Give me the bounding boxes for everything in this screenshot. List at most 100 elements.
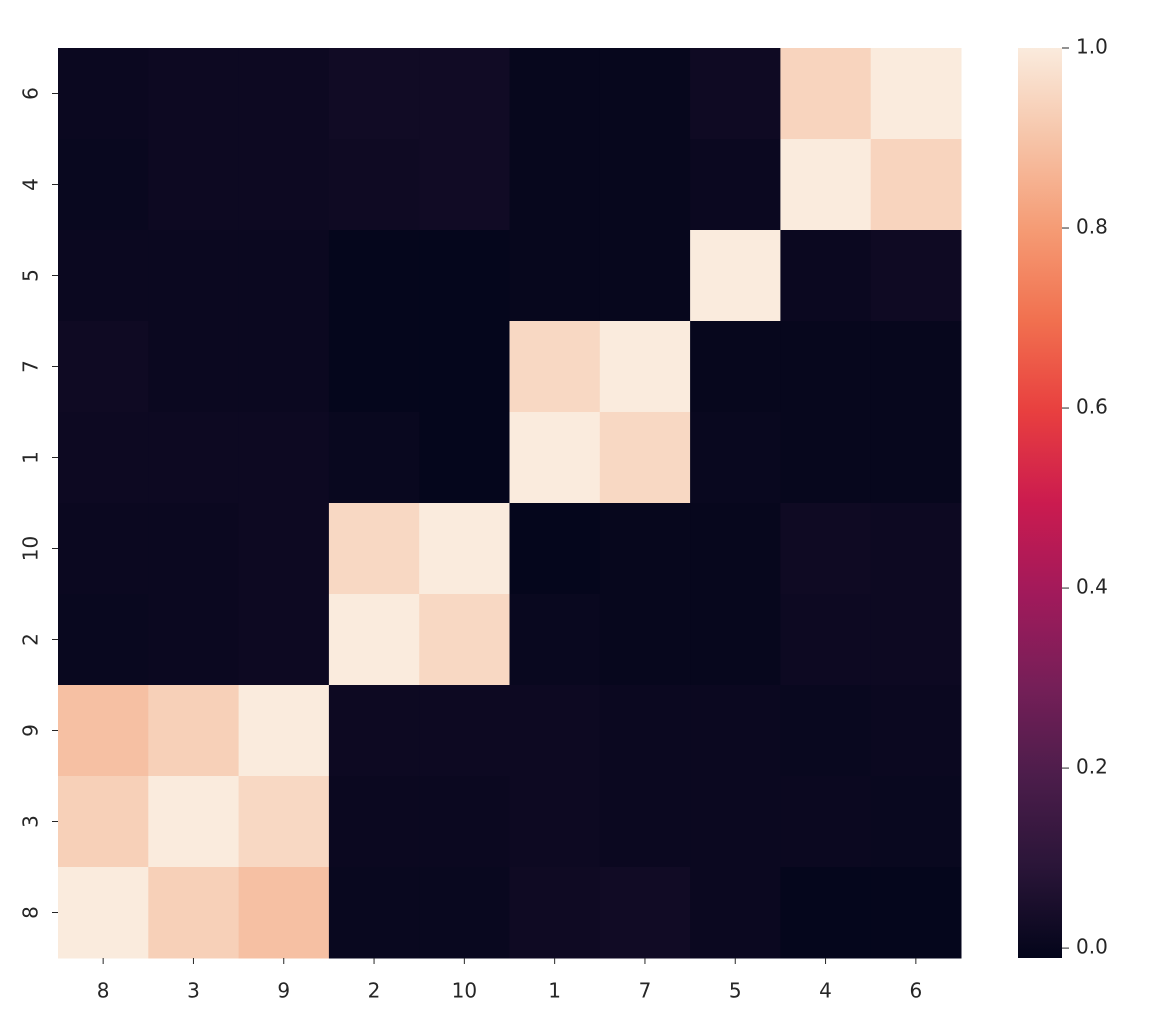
heatmap-cell — [780, 776, 872, 868]
heatmap-cell — [509, 503, 601, 595]
heatmap-cell — [509, 685, 601, 777]
y-tick-label: 1 — [19, 451, 43, 464]
heatmap-cell — [870, 503, 962, 595]
heatmap-cell — [690, 321, 781, 413]
heatmap-cell — [58, 594, 149, 686]
colorbar-tick-label: 0.2 — [1076, 755, 1108, 779]
heatmap-cell — [599, 867, 691, 959]
heatmap-cell — [419, 594, 510, 686]
heatmap-cell — [509, 48, 601, 140]
heatmap-cell — [690, 503, 781, 595]
x-tick-label: 6 — [909, 979, 922, 1003]
heatmap-cell — [58, 230, 149, 322]
heatmap-cell — [780, 321, 872, 413]
heatmap-cell — [780, 230, 872, 322]
heatmap-cell — [780, 594, 872, 686]
heatmap-cell — [870, 867, 962, 959]
colorbar — [1018, 48, 1062, 958]
heatmap-cell — [780, 412, 872, 504]
heatmap-cell — [419, 412, 510, 504]
heatmap-cell — [58, 776, 149, 868]
heatmap-cell — [509, 321, 601, 413]
heatmap-cell — [509, 594, 601, 686]
heatmap-cell — [870, 48, 962, 140]
heatmap-cell — [690, 48, 781, 140]
x-tick-label: 3 — [187, 979, 200, 1003]
heatmap-cell — [328, 139, 420, 231]
y-tick-label: 6 — [19, 87, 43, 100]
heatmap-cell — [328, 48, 420, 140]
heatmap-cell — [148, 685, 240, 777]
heatmap-cell — [58, 867, 149, 959]
heatmap-cell — [328, 230, 420, 322]
heatmap-cell — [870, 230, 962, 322]
heatmap-cell — [870, 685, 962, 777]
y-tick-label: 10 — [19, 536, 43, 561]
heatmap-cell — [780, 685, 872, 777]
heatmap-cell — [599, 139, 691, 231]
heatmap-cell — [148, 503, 240, 595]
heatmap-cell — [509, 230, 601, 322]
x-tick-label: 9 — [277, 979, 290, 1003]
heatmap-cell — [419, 48, 510, 140]
heatmap-cell — [58, 685, 149, 777]
heatmap-cell — [238, 776, 330, 868]
y-tick-label: 9 — [19, 724, 43, 737]
heatmap-cell — [419, 867, 510, 959]
x-tick-label: 8 — [97, 979, 110, 1003]
heatmap-cell — [780, 867, 872, 959]
heatmap-cell — [419, 503, 510, 595]
heatmap-cell — [599, 412, 691, 504]
heatmap-cell — [599, 685, 691, 777]
heatmap-cell — [328, 412, 420, 504]
heatmap-cell — [419, 321, 510, 413]
heatmap-cell — [509, 139, 601, 231]
heatmap-cell — [780, 48, 872, 140]
heatmap-cell — [690, 867, 781, 959]
y-tick-label: 4 — [19, 178, 43, 191]
y-tick-label: 5 — [19, 269, 43, 282]
heatmap-cell — [148, 776, 240, 868]
heatmap-cell — [238, 230, 330, 322]
heatmap-cell — [58, 412, 149, 504]
heatmap-cell — [509, 412, 601, 504]
heatmap-cell — [238, 594, 330, 686]
heatmap-cell — [780, 139, 872, 231]
heatmap-cell — [148, 48, 240, 140]
heatmap-cell — [599, 321, 691, 413]
colorbar-tick-label: 0.8 — [1076, 215, 1108, 239]
heatmap-cell — [419, 685, 510, 777]
heatmap-cell — [599, 48, 691, 140]
x-tick-label: 2 — [368, 979, 381, 1003]
heatmap-cell — [148, 594, 240, 686]
heatmap-cell — [419, 230, 510, 322]
y-tick-label: 2 — [19, 633, 43, 646]
heatmap-cell — [58, 139, 149, 231]
heatmap-cell — [328, 776, 420, 868]
heatmap-cell — [238, 48, 330, 140]
heatmap-cell — [870, 139, 962, 231]
colorbar-tick-label: 0.4 — [1076, 575, 1108, 599]
heatmap-cell — [148, 867, 240, 959]
heatmap-cell — [690, 412, 781, 504]
heatmap-cell — [328, 321, 420, 413]
x-tick-label: 10 — [452, 979, 477, 1003]
heatmap-cell — [148, 139, 240, 231]
heatmap-cell — [328, 685, 420, 777]
heatmap-cell — [328, 503, 420, 595]
heatmap-cell — [870, 321, 962, 413]
heatmap-cell — [238, 867, 330, 959]
heatmap-cell — [419, 139, 510, 231]
colorbar-tick-label: 0.0 — [1076, 935, 1108, 959]
x-tick-label: 7 — [639, 979, 652, 1003]
colorbar-tick-label: 1.0 — [1076, 35, 1108, 59]
heatmap-cell — [238, 685, 330, 777]
heatmap-cell — [509, 776, 601, 868]
heatmap-cell — [599, 503, 691, 595]
heatmap-cell — [328, 594, 420, 686]
heatmap-cell — [599, 776, 691, 868]
heatmap-cell — [599, 230, 691, 322]
y-tick-label: 8 — [19, 906, 43, 919]
x-tick-label: 1 — [548, 979, 561, 1003]
